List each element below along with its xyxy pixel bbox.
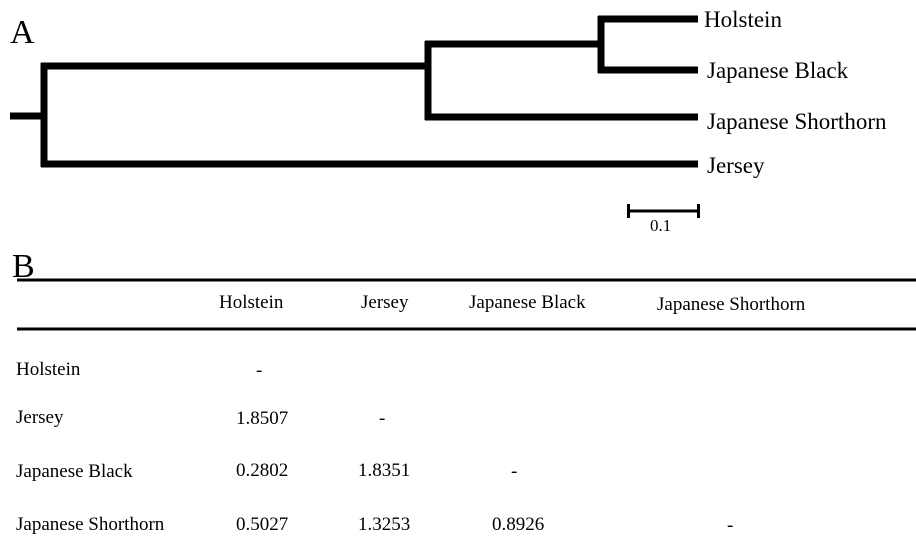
table-cell: -: [727, 515, 733, 536]
leaf-label-japanese-black: Japanese Black: [707, 58, 849, 83]
row-header: Japanese Black: [16, 461, 133, 482]
table-cell: 0.5027: [236, 514, 288, 535]
table-cell: 1.3253: [358, 514, 410, 535]
table-row: Holstein -: [16, 359, 262, 381]
table-cell: -: [256, 360, 262, 381]
leaf-label-jersey: Jersey: [707, 153, 765, 178]
table-header: Holstein Jersey Japanese Black Japanese …: [219, 292, 806, 315]
table-row: Japanese Shorthorn 0.5027 1.3253 0.8926 …: [16, 514, 733, 536]
table-cell: 0.8926: [492, 514, 544, 535]
column-header: Japanese Shorthorn: [657, 294, 806, 315]
scale-bar: [627, 204, 700, 218]
column-header: Holstein: [219, 292, 284, 313]
leaf-label-japanese-shorthorn: Japanese Shorthorn: [707, 109, 887, 134]
column-header: Japanese Black: [469, 292, 586, 313]
leaf-label-holstein: Holstein: [704, 7, 782, 32]
row-header: Japanese Shorthorn: [16, 514, 165, 535]
row-header: Jersey: [16, 407, 64, 428]
panel-a-label: A: [10, 14, 35, 51]
table-cell: -: [379, 408, 385, 429]
table-row: Japanese Black 0.2802 1.8351 -: [16, 460, 517, 482]
table-cell: -: [511, 461, 517, 482]
table-row: Jersey 1.8507 -: [16, 407, 385, 429]
table-cell: 1.8351: [358, 460, 410, 481]
table-cell: 0.2802: [236, 460, 288, 481]
table-cell: 1.8507: [236, 408, 288, 429]
row-header: Holstein: [16, 359, 81, 380]
column-header: Jersey: [361, 292, 409, 313]
scale-bar-label: 0.1: [650, 216, 671, 235]
phylogenetic-tree: [10, 15, 698, 168]
panel-b-label: B: [12, 248, 35, 285]
